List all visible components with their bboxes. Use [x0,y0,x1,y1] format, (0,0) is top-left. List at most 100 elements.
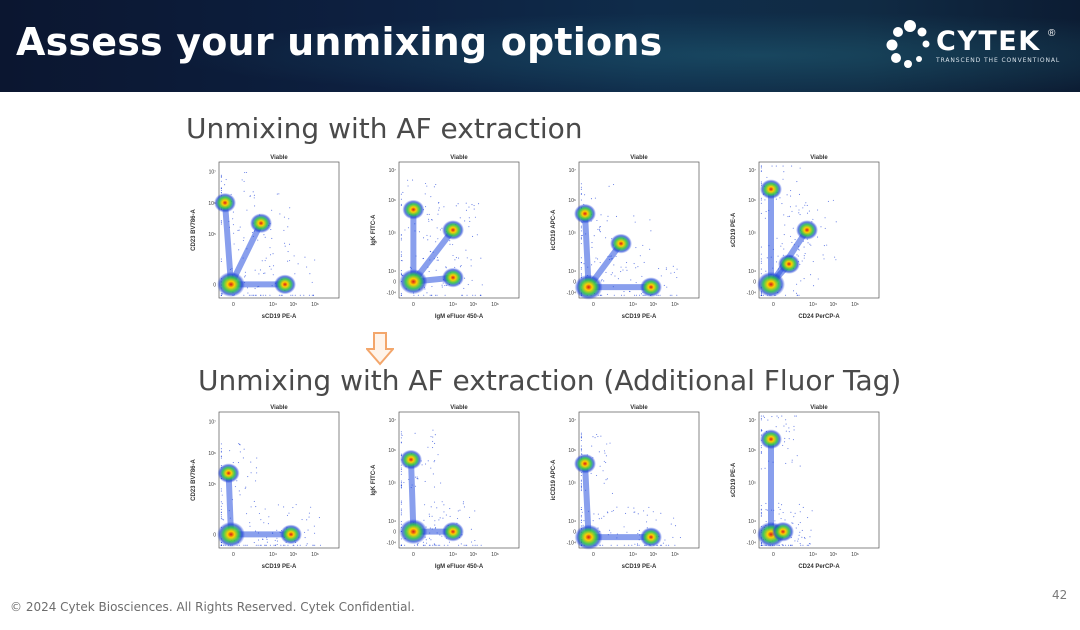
scatter-point [642,244,644,246]
scatter-point [244,487,246,489]
scatter-point [424,193,426,195]
scatter-point [287,544,289,546]
scatter-point [434,520,436,522]
y-tick-label: 10⁵ [208,482,216,488]
scatter-point [780,517,782,520]
scatter-point [425,539,427,541]
scatter-point [437,544,439,546]
scatter-point [791,461,793,463]
scatter-point [220,490,222,492]
scatter-point [250,472,252,474]
scatter-point [232,211,234,213]
scatter-point [580,450,582,452]
scatter-point [785,430,787,432]
scatter-point [806,204,808,207]
scatter-point [220,174,222,176]
density-plot-5: Viable sCD19 PE-A CD23 BV786-A 0 10⁴ 10⁵ 10⁶ 0 1… [185,400,355,580]
scatter-point [283,506,285,508]
population-streak [222,199,234,288]
scatter-point [660,275,662,277]
scatter-point [761,544,764,546]
scatter-point [429,294,431,296]
scatter-point [671,294,673,296]
scatter-point [793,516,795,518]
x-axis-label: CD24 PerCP-A [798,564,840,570]
scatter-point [592,436,594,438]
scatter-point [580,262,582,264]
scatter-point [673,271,675,273]
scatter-point [455,205,457,207]
x-tick-label: 10⁶ [851,552,859,558]
density-plot-svg: Viable IgM eFluor 450-A IgK FITC-A 0 10⁴ 10⁵ 1… [371,155,520,320]
scatter-point [246,209,248,211]
scatter-point [598,226,601,228]
scatter-point [400,473,402,475]
scatter-point [594,197,596,199]
scatter-point [760,197,762,199]
scatter-point [606,511,608,513]
scatter-point [673,517,675,519]
scatter-point [766,176,768,178]
scatter-point [265,294,267,296]
y-tick-label: 0 [393,530,396,536]
scatter-point [480,257,482,259]
scatter-point [783,234,785,236]
scatter-point [646,514,648,516]
scatter-point [400,487,402,489]
scatter-point [247,476,249,478]
scatter-point [593,513,595,515]
scatter-point [404,544,406,546]
scatter-point [310,506,312,508]
scatter-point [478,203,480,205]
scatter-point [760,447,762,449]
scatter-point [220,505,222,507]
scatter-point [469,220,471,223]
scatter-point [799,543,801,545]
scatter-point [238,544,240,546]
scatter-point [301,518,303,521]
scatter-point [607,215,609,217]
scatter-point [401,434,403,437]
scatter-point [788,438,790,440]
population-density [574,453,596,474]
scatter-point [812,218,814,220]
scatter-point [245,486,247,488]
scatter-point [253,541,255,544]
scatter-point [442,517,444,519]
scatter-point [603,460,605,462]
scatter-point [592,520,594,522]
scatter-point [624,512,627,515]
scatter-point [580,193,582,195]
scatter-point [801,260,803,262]
scatter-point [458,544,460,546]
scatter-point [433,486,436,488]
scatter-point [220,222,222,224]
scatter-point [599,230,601,232]
scatter-point [282,544,285,546]
population-density [280,524,302,545]
scatter-point [642,294,644,296]
scatter-point [635,267,637,269]
scatter-point [798,212,800,214]
scatter-point [760,515,762,517]
scatter-point [470,528,472,530]
scatter-point [432,544,434,546]
scatter-point [306,543,308,545]
scatter-point [312,544,314,546]
scatter-point [775,165,777,167]
scatter-point [782,178,784,180]
scatter-point [461,294,463,296]
scatter-point [472,294,474,296]
scatter-point [400,502,402,504]
scatter-point [266,538,268,540]
plot-title: Viable [450,155,468,161]
y-tick-label: 0 [393,280,396,286]
scatter-point [400,272,402,274]
scatter-point [580,479,582,481]
scatter-point [604,452,606,454]
scatter-point [414,544,416,546]
scatter-point [775,198,777,200]
scatter-point [479,294,481,296]
scatter-point [292,294,294,296]
scatter-point [220,501,222,503]
